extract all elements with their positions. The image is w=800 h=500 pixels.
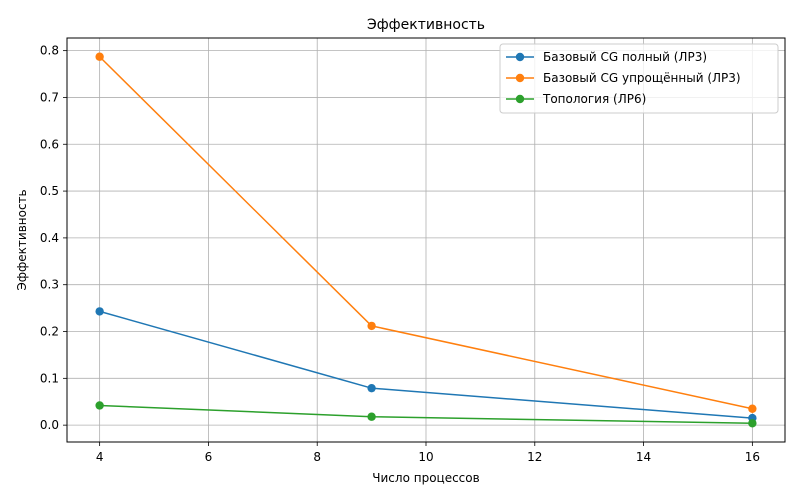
x-axis-ticks: 4 6 8 10 12 14 16 xyxy=(96,442,760,464)
x-tick-label: 4 xyxy=(96,450,104,464)
y-tick-label: 0.2 xyxy=(40,325,59,339)
legend-marker xyxy=(515,52,525,62)
x-tick-label: 10 xyxy=(418,450,433,464)
legend-marker xyxy=(515,94,525,104)
x-tick-label: 14 xyxy=(636,450,651,464)
data-point xyxy=(95,307,104,316)
data-point xyxy=(367,412,376,421)
data-point xyxy=(748,404,757,413)
y-tick-label: 0.7 xyxy=(40,90,59,104)
data-point xyxy=(95,52,104,61)
y-tick-label: 0.4 xyxy=(40,231,59,245)
y-axis-title: Эффективность xyxy=(15,189,29,290)
x-tick-label: 8 xyxy=(313,450,321,464)
y-tick-label: 0.8 xyxy=(40,44,59,58)
y-tick-label: 0.3 xyxy=(40,278,59,292)
series-layer xyxy=(95,52,757,428)
y-tick-label: 0.6 xyxy=(40,137,59,151)
legend-label: Базовый CG полный (ЛР3) xyxy=(543,50,707,64)
data-point xyxy=(367,321,376,331)
data-point xyxy=(95,401,104,410)
legend-label: Топология (ЛР6) xyxy=(542,92,646,106)
y-tick-label: 0.5 xyxy=(40,184,59,198)
data-point xyxy=(748,419,757,428)
legend-box xyxy=(499,43,779,114)
grid xyxy=(67,38,785,442)
data-point xyxy=(367,383,376,393)
legend-marker xyxy=(515,73,525,83)
x-axis-title: Число процессов xyxy=(372,471,479,485)
x-tick-label: 6 xyxy=(205,450,213,464)
legend: Базовый CG полный (ЛР3) Базовый CG упрощё… xyxy=(499,43,779,114)
y-tick-label: 0.1 xyxy=(40,371,59,385)
y-tick-label: 0.0 xyxy=(40,418,59,432)
legend-label: Базовый CG упрощённый (ЛР3) xyxy=(543,71,741,85)
chart-title: Эффективность xyxy=(367,17,485,33)
x-tick-label: 12 xyxy=(527,450,542,464)
y-axis-ticks: 0.0 0.1 0.2 0.3 0.4 0.5 0.6 0.7 0.8 xyxy=(40,44,67,432)
x-tick-label: 16 xyxy=(745,450,760,464)
